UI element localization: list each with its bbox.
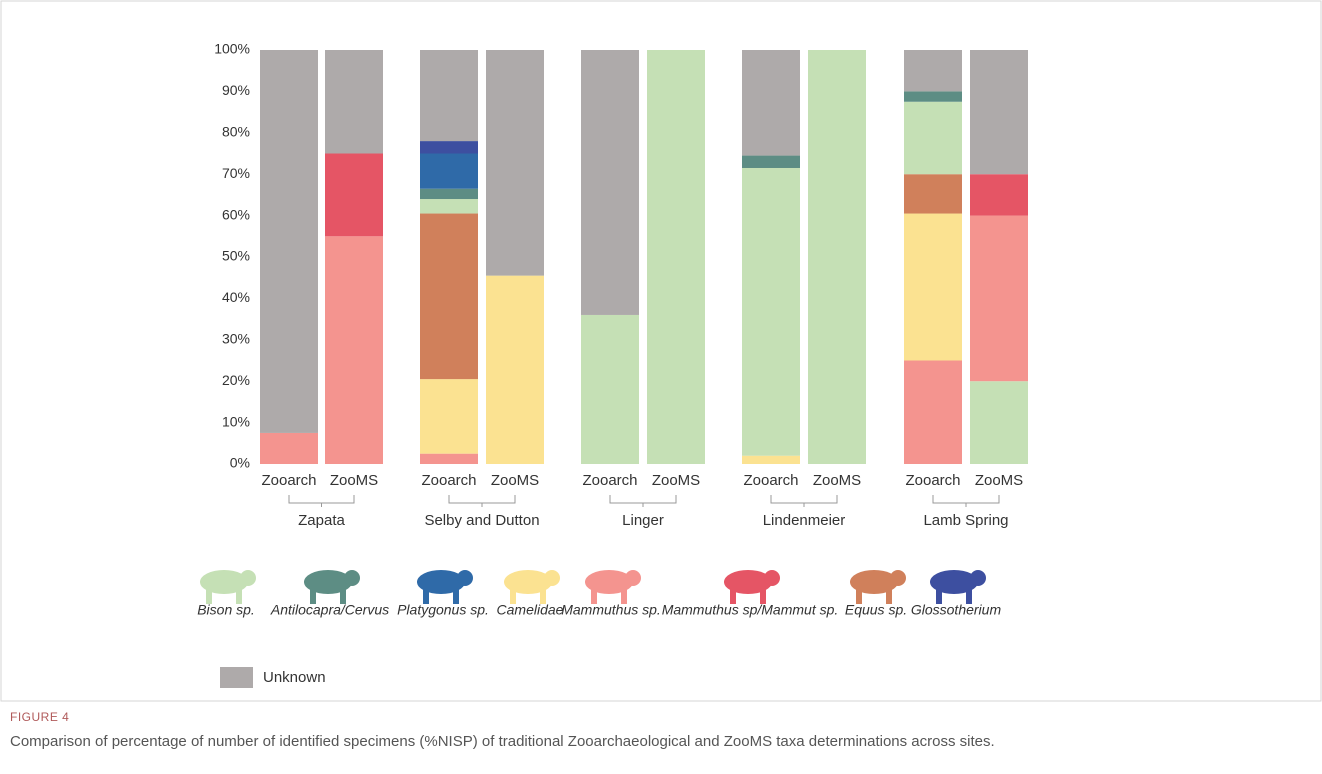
bar-segment bbox=[970, 381, 1028, 464]
legend-label: Platygonus sp. bbox=[397, 602, 489, 618]
y-tick-label: 20% bbox=[222, 372, 250, 388]
bar-segment bbox=[420, 214, 478, 380]
group-bracket bbox=[289, 495, 354, 507]
y-tick-label: 80% bbox=[222, 124, 250, 140]
bar-segment bbox=[647, 50, 705, 464]
legend-icon bbox=[850, 570, 906, 604]
legend-icon bbox=[200, 570, 256, 604]
bar-segment bbox=[486, 50, 544, 276]
icon-part bbox=[970, 570, 986, 586]
icon-part bbox=[764, 570, 780, 586]
caption: Comparison of percentage of number of id… bbox=[10, 733, 995, 750]
x-tick-label: ZooMS bbox=[330, 472, 378, 489]
group-bracket bbox=[771, 495, 837, 507]
bar-segment bbox=[970, 216, 1028, 382]
group-bracket bbox=[610, 495, 676, 507]
y-tick-label: 100% bbox=[214, 41, 250, 57]
x-tick-label: Zooarch bbox=[582, 472, 637, 489]
group-label: Zapata bbox=[298, 512, 345, 529]
group-label: Linger bbox=[622, 512, 664, 529]
bar-segment bbox=[420, 199, 478, 213]
icon-part bbox=[240, 570, 256, 586]
bar-segment bbox=[420, 454, 478, 464]
x-tick-label: ZooMS bbox=[652, 472, 700, 489]
legend-icon bbox=[304, 570, 360, 604]
legend-icon bbox=[417, 570, 473, 604]
bar-segment bbox=[325, 154, 383, 237]
y-tick-label: 90% bbox=[222, 82, 250, 98]
bar-segment bbox=[420, 189, 478, 199]
bar-segment bbox=[260, 433, 318, 464]
bar-segment bbox=[808, 50, 866, 464]
group-bracket bbox=[933, 495, 999, 507]
bar-segment bbox=[742, 50, 800, 156]
x-tick-label: ZooMS bbox=[491, 472, 539, 489]
bar-segment bbox=[904, 214, 962, 361]
icon-part bbox=[457, 570, 473, 586]
bar-segment bbox=[742, 168, 800, 456]
x-tick-label: Zooarch bbox=[261, 472, 316, 489]
icon-part bbox=[890, 570, 906, 586]
bar-segment bbox=[420, 154, 478, 189]
bar-segment bbox=[420, 141, 478, 153]
y-tick-label: 60% bbox=[222, 206, 250, 222]
x-tick-label: ZooMS bbox=[813, 472, 861, 489]
y-tick-label: 10% bbox=[222, 413, 250, 429]
bar-segment bbox=[904, 174, 962, 213]
bar-segment bbox=[742, 456, 800, 464]
y-tick-label: 30% bbox=[222, 331, 250, 347]
y-tick-label: 40% bbox=[222, 289, 250, 305]
figure: FIGURE 4 Comparison of percentage of num… bbox=[0, 0, 1322, 769]
bar-segment bbox=[742, 156, 800, 168]
y-tick-label: 50% bbox=[222, 248, 250, 264]
bar-segment bbox=[904, 102, 962, 174]
bar-segment bbox=[581, 315, 639, 464]
x-tick-label: ZooMS bbox=[975, 472, 1023, 489]
y-tick-label: 70% bbox=[222, 165, 250, 181]
group-label: Selby and Dutton bbox=[424, 512, 539, 529]
bar-segment bbox=[420, 379, 478, 454]
legend-icon bbox=[930, 570, 986, 604]
bar-segment bbox=[904, 50, 962, 91]
legend-label: Camelidae bbox=[497, 602, 564, 618]
legend-label: Equus sp. bbox=[845, 602, 907, 618]
bar-segment bbox=[970, 50, 1028, 174]
icon-part bbox=[544, 570, 560, 586]
figure-label: FIGURE 4 bbox=[10, 710, 69, 724]
group-label: Lindenmeier bbox=[763, 512, 846, 529]
legend-label: Bison sp. bbox=[197, 602, 255, 618]
bar-segment bbox=[260, 50, 318, 433]
x-tick-label: Zooarch bbox=[421, 472, 476, 489]
bar-segment bbox=[420, 50, 478, 141]
x-tick-label: Zooarch bbox=[905, 472, 960, 489]
bar-segment bbox=[904, 361, 962, 465]
legend-label: Mammuthus sp. bbox=[561, 602, 661, 618]
legend-swatch bbox=[220, 667, 253, 688]
bar-segment bbox=[325, 236, 383, 464]
icon-part bbox=[625, 570, 641, 586]
bar-segment bbox=[970, 174, 1028, 215]
group-bracket bbox=[449, 495, 515, 507]
bar-segment bbox=[325, 50, 383, 154]
legend-icon bbox=[724, 570, 780, 604]
group-label: Lamb Spring bbox=[923, 512, 1008, 529]
icon-part bbox=[344, 570, 360, 586]
y-tick-label: 0% bbox=[230, 455, 250, 471]
bar-segment bbox=[581, 50, 639, 315]
bar-segment bbox=[904, 91, 962, 101]
legend-label: Glossotherium bbox=[911, 602, 1002, 618]
legend-icon bbox=[504, 570, 560, 604]
legend-label: Unknown bbox=[263, 669, 326, 686]
x-tick-label: Zooarch bbox=[743, 472, 798, 489]
legend-label: Antilocapra/Cervus bbox=[270, 602, 389, 618]
legend-label: Mammuthus sp/Mammut sp. bbox=[662, 602, 839, 618]
legend-icon bbox=[585, 570, 641, 604]
bar-segment bbox=[486, 276, 544, 464]
